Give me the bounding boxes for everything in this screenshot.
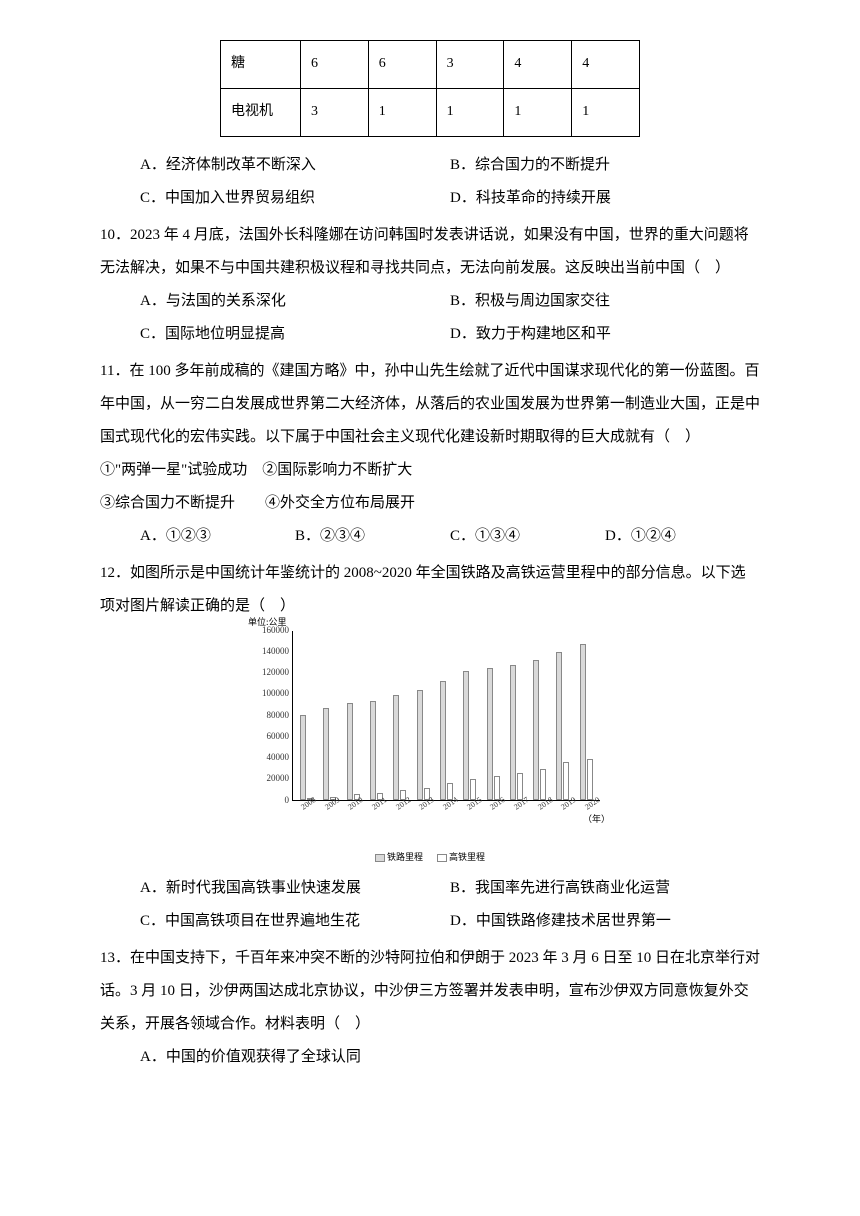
- q11-stem: 11．在 100 多年前成稿的《建国方略》中，孙中山先生绘就了近代中国谋求现代化…: [100, 355, 760, 454]
- legend-item-rail: 铁路里程: [375, 848, 423, 868]
- bar-group: [323, 708, 336, 799]
- cell: 3: [301, 88, 369, 136]
- choice-d: D．中国铁路修建技术居世界第一: [450, 905, 760, 938]
- y-tick-label: 80000: [249, 706, 289, 726]
- cell: 4: [572, 41, 640, 89]
- bar-group: [510, 665, 523, 800]
- bar-rail: [323, 708, 329, 799]
- bar-rail: [556, 652, 562, 800]
- choice-d: D．科技革命的持续开展: [450, 182, 760, 215]
- bar-group: [300, 715, 313, 800]
- rail-chart: 单位:公里 0200004000060000800001000001200001…: [250, 631, 610, 868]
- y-tick-label: 0: [249, 791, 289, 811]
- choice-d: D．①②④: [605, 520, 760, 553]
- bar-rail: [347, 703, 353, 800]
- choice-a: A．①②③: [140, 520, 295, 553]
- q11-items-2: ③综合国力不断提升 ④外交全方位布局展开: [100, 487, 760, 520]
- bar-group: [393, 695, 406, 799]
- choice-c: C．中国高铁项目在世界遍地生花: [140, 905, 450, 938]
- choice-a: A．经济体制改革不断深入: [140, 149, 450, 182]
- cell: 3: [436, 41, 504, 89]
- cell: 6: [368, 41, 436, 89]
- bar-group: [533, 660, 546, 799]
- q10-choices: A．与法国的关系深化 B．积极与周边国家交往 C．国际地位明显提高 D．致力于构…: [100, 285, 760, 351]
- chart-legend: 铁路里程 高铁里程: [250, 848, 610, 868]
- bar-rail: [440, 681, 446, 800]
- data-table: 糖 6 6 3 4 4 电视机 3 1 1 1 1: [220, 40, 640, 137]
- bar-rail: [393, 695, 399, 799]
- choice-b: B．②③④: [295, 520, 450, 553]
- q12-stem: 12．如图所示是中国统计年鉴统计的 2008~2020 年全国铁路及高铁运营里程…: [100, 557, 760, 623]
- bar-rail: [533, 660, 539, 799]
- y-tick-label: 100000: [249, 684, 289, 704]
- cell: 糖: [221, 41, 301, 89]
- choice-b: B．我国率先进行高铁商业化运营: [450, 872, 760, 905]
- q12: 12．如图所示是中国统计年鉴统计的 2008~2020 年全国铁路及高铁运营里程…: [100, 557, 760, 938]
- legend-label: 高铁里程: [449, 852, 485, 862]
- q13: 13．在中国支持下，千百年来冲突不断的沙特阿拉伯和伊朗于 2023 年 3 月 …: [100, 942, 760, 1074]
- cell: 1: [504, 88, 572, 136]
- table-row: 糖 6 6 3 4 4: [221, 41, 640, 89]
- y-tick-label: 60000: [249, 727, 289, 747]
- cell: 4: [504, 41, 572, 89]
- bar-group: [556, 652, 569, 800]
- bar-rail: [370, 701, 376, 800]
- x-axis-suffix: （年）: [250, 810, 610, 830]
- chart-area: 0200004000060000800001000001200001400001…: [292, 631, 600, 801]
- q13-stem: 13．在中国支持下，千百年来冲突不断的沙特阿拉伯和伊朗于 2023 年 3 月 …: [100, 942, 760, 1041]
- q10: 10．2023 年 4 月底，法国外长科隆娜在访问韩国时发表讲话说，如果没有中国…: [100, 219, 760, 351]
- choice-d: D．致力于构建地区和平: [450, 318, 760, 351]
- q9-choices: A．经济体制改革不断深入 B．综合国力的不断提升 C．中国加入世界贸易组织 D．…: [100, 149, 760, 215]
- bar-group: [440, 681, 453, 800]
- q13-choices: A．中国的价值观获得了全球认同: [100, 1041, 760, 1074]
- choice-a: A．与法国的关系深化: [140, 285, 450, 318]
- choice-b: B．积极与周边国家交往: [450, 285, 760, 318]
- bar-rail: [510, 665, 516, 800]
- bars-container: [295, 631, 598, 800]
- bar-group: [417, 690, 430, 799]
- bar-rail: [487, 668, 493, 800]
- y-tick-label: 40000: [249, 748, 289, 768]
- cell: 1: [436, 88, 504, 136]
- choice-b: B．综合国力的不断提升: [450, 149, 760, 182]
- bar-group: [347, 703, 360, 800]
- y-tick-label: 140000: [249, 642, 289, 662]
- cell: 1: [572, 88, 640, 136]
- choice-a: A．新时代我国高铁事业快速发展: [140, 872, 450, 905]
- bar-rail: [300, 715, 306, 800]
- legend-item-hsr: 高铁里程: [437, 848, 485, 868]
- q11-items-1: ①"两弹一星"试验成功 ②国际影响力不断扩大: [100, 454, 760, 487]
- legend-label: 铁路里程: [387, 852, 423, 862]
- q11: 11．在 100 多年前成稿的《建国方略》中，孙中山先生绘就了近代中国谋求现代化…: [100, 355, 760, 553]
- legend-swatch-icon: [437, 854, 447, 862]
- bar-group: [487, 668, 500, 800]
- bar-group: [580, 644, 593, 799]
- legend-swatch-icon: [375, 854, 385, 862]
- y-tick-label: 20000: [249, 769, 289, 789]
- q11-choices: A．①②③ B．②③④ C．①③④ D．①②④: [100, 520, 760, 553]
- q12-choices: A．新时代我国高铁事业快速发展 B．我国率先进行高铁商业化运营 C．中国高铁项目…: [100, 872, 760, 938]
- cell: 6: [301, 41, 369, 89]
- y-tick-label: 120000: [249, 663, 289, 683]
- y-tick-label: 160000: [249, 621, 289, 641]
- choice-c: C．国际地位明显提高: [140, 318, 450, 351]
- choice-c: C．中国加入世界贸易组织: [140, 182, 450, 215]
- bar-rail: [463, 671, 469, 800]
- bar-rail: [580, 644, 586, 799]
- bar-group: [463, 671, 476, 800]
- bar-group: [370, 701, 383, 800]
- choice-c: C．①③④: [450, 520, 605, 553]
- table-row: 电视机 3 1 1 1 1: [221, 88, 640, 136]
- cell: 1: [368, 88, 436, 136]
- bar-rail: [417, 690, 423, 799]
- cell: 电视机: [221, 88, 301, 136]
- q10-stem: 10．2023 年 4 月底，法国外长科隆娜在访问韩国时发表讲话说，如果没有中国…: [100, 219, 760, 285]
- choice-a: A．中国的价值观获得了全球认同: [140, 1041, 760, 1074]
